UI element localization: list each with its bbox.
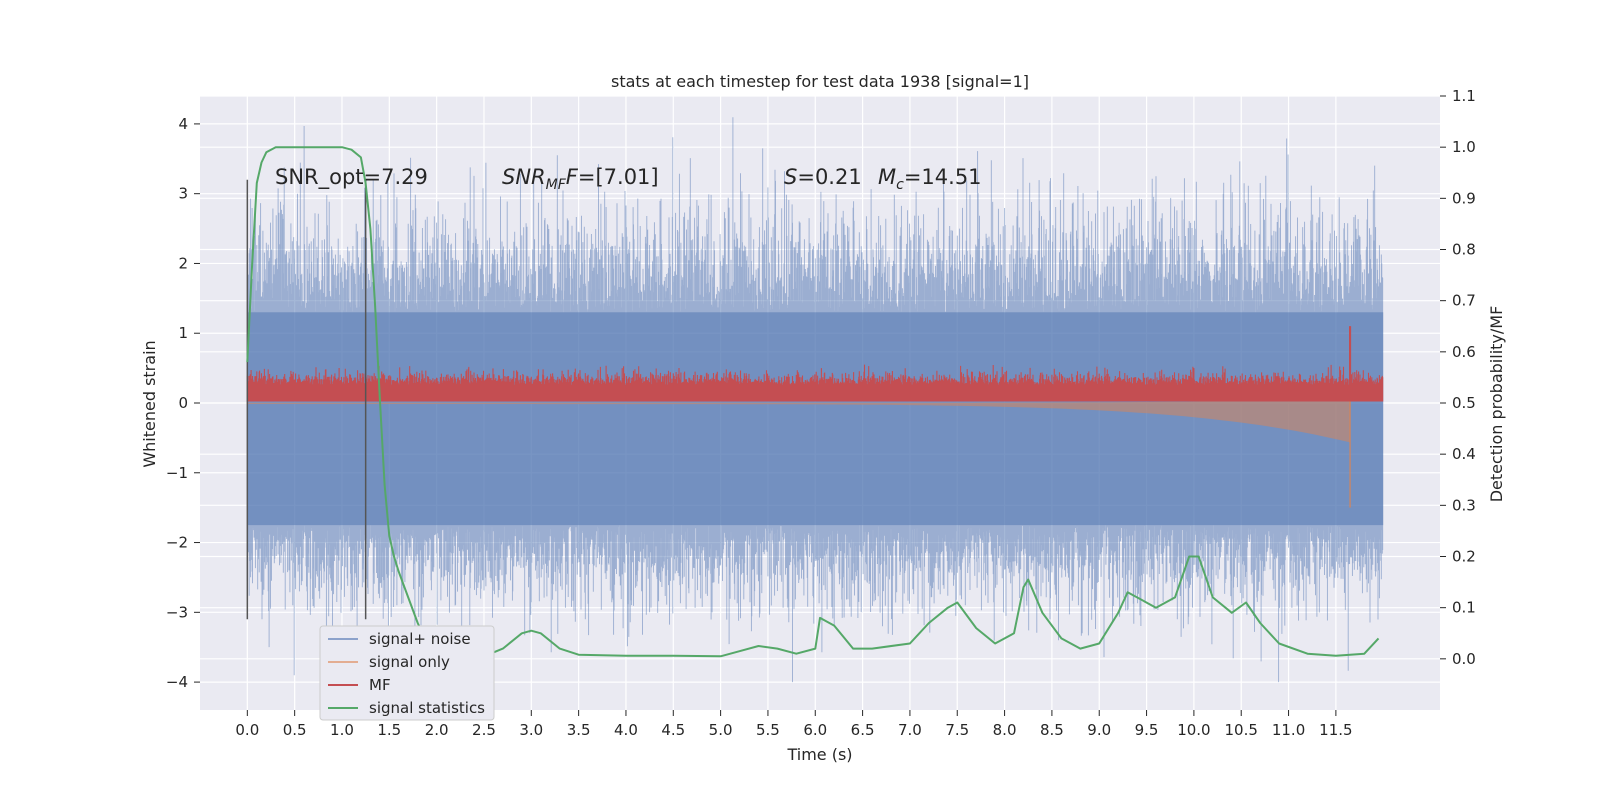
x-tick-label: 6.5 [851, 721, 875, 739]
x-tick-label: 4.0 [614, 721, 638, 739]
y-tick-label: −3 [166, 603, 188, 621]
x-tick-label: 1.0 [330, 721, 354, 739]
y-tick-label: 1 [178, 324, 188, 342]
y2-tick-label: 0.6 [1452, 343, 1476, 361]
signal-only-envelope [247, 399, 1351, 443]
y2-tick-label: 0.1 [1452, 599, 1476, 617]
x-tick-label: 5.0 [709, 721, 733, 739]
x-tick-label: 8.5 [1040, 721, 1064, 739]
y2-tick-label: 0.8 [1452, 241, 1476, 259]
legend-label-signal-only: signal only [369, 653, 450, 671]
x-tick-label: 11.0 [1272, 721, 1305, 739]
x-tick-label: 0.0 [235, 721, 259, 739]
y-tick-label: −1 [166, 464, 188, 482]
snr-mf-main: SNR [502, 165, 546, 189]
y-tick-label: −4 [166, 673, 188, 691]
y2-tick-label: 1.0 [1452, 138, 1476, 156]
snr-mf-annotation: SNRMFF=[7.01] [502, 165, 659, 193]
y2-tick-label: 0.0 [1452, 650, 1476, 668]
y-tick-label: 4 [178, 115, 188, 133]
y-axis-label: Whitened strain [140, 340, 159, 467]
x-tick-label: 5.5 [756, 721, 780, 739]
x-tick-label: 3.5 [567, 721, 591, 739]
y2-tick-label: 0.5 [1452, 394, 1476, 412]
y2-tick-label: 0.4 [1452, 445, 1476, 463]
x-tick-label: 2.0 [425, 721, 449, 739]
snr-opt-annotation: SNR_opt=7.29 [275, 165, 428, 190]
signal-noise-series [246, 117, 1384, 683]
mc-value: =14.51 [904, 165, 982, 189]
y2-tick-label: 1.1 [1452, 87, 1476, 105]
y2-tick-label: 0.9 [1452, 189, 1476, 207]
y-axis-right: 1.1 1.0 0.9 0.8 0.7 0.6 0.5 0.4 0.3 0.2 0.1 0.0 [1440, 87, 1476, 668]
x-tick-label: 10.5 [1225, 721, 1258, 739]
y2-tick-label: 0.3 [1452, 496, 1476, 514]
x-tick-label: 7.0 [898, 721, 922, 739]
snr-mf-sub: MF [546, 177, 567, 193]
legend-box [319, 625, 495, 721]
x-tick-label: 10.0 [1177, 721, 1210, 739]
y-tick-label: −2 [166, 534, 188, 552]
chart-title: stats at each timestep for test data 193… [611, 72, 1029, 91]
y2-axis-label: Detection probability/MF [1487, 306, 1506, 503]
x-tick-label: 2.5 [472, 721, 496, 739]
snr-mf-f: F [566, 165, 579, 189]
x-tick-label: 7.5 [945, 721, 969, 739]
y2-tick-label: 0.7 [1452, 292, 1476, 310]
vertical-markers [246, 179, 367, 620]
x-tick-label: 4.5 [661, 721, 685, 739]
legend-label-stats: signal statistics [369, 699, 485, 717]
s-value: =0.21 [797, 165, 861, 189]
x-tick-label: 3.0 [519, 721, 543, 739]
x-tick-label: 0.5 [283, 721, 307, 739]
signal-statistics-line [246, 146, 1380, 659]
y-axis-left: 4 3 2 1 0 −1 −2 −3 −4 [166, 115, 200, 691]
legend: signal+ noise signal only MF signal stat… [319, 625, 495, 721]
legend-label-mf: MF [369, 676, 391, 694]
signal-statistics-series [246, 146, 1380, 659]
x-tick-label: 11.5 [1319, 721, 1352, 739]
s-annotation: S=0.21 [784, 165, 862, 189]
legend-label-noise: signal+ noise [369, 630, 471, 648]
x-tick-label: 1.5 [377, 721, 401, 739]
x-axis: 0.0 0.5 1.0 1.5 2.0 2.5 3.0 3.5 4.0 4.5 5.0 5.5 6.0 6… [235, 710, 1353, 739]
y-tick-label: 2 [178, 254, 188, 272]
x-tick-label: 8.0 [993, 721, 1017, 739]
y-tick-label: 3 [178, 185, 188, 203]
mc-main: M [878, 165, 896, 189]
x-tick-label: 9.5 [1135, 721, 1159, 739]
y2-tick-label: 0.2 [1452, 548, 1476, 566]
x-tick-label: 9.0 [1087, 721, 1111, 739]
mc-annotation: Mc=14.51 [878, 165, 982, 193]
s-main: S [784, 165, 797, 189]
y-tick-label: 0 [178, 394, 188, 412]
x-axis-label: Time (s) [786, 745, 852, 764]
snr-mf-value: =[7.01] [578, 165, 659, 189]
x-tick-label: 6.0 [803, 721, 827, 739]
mc-sub: c [896, 177, 904, 193]
